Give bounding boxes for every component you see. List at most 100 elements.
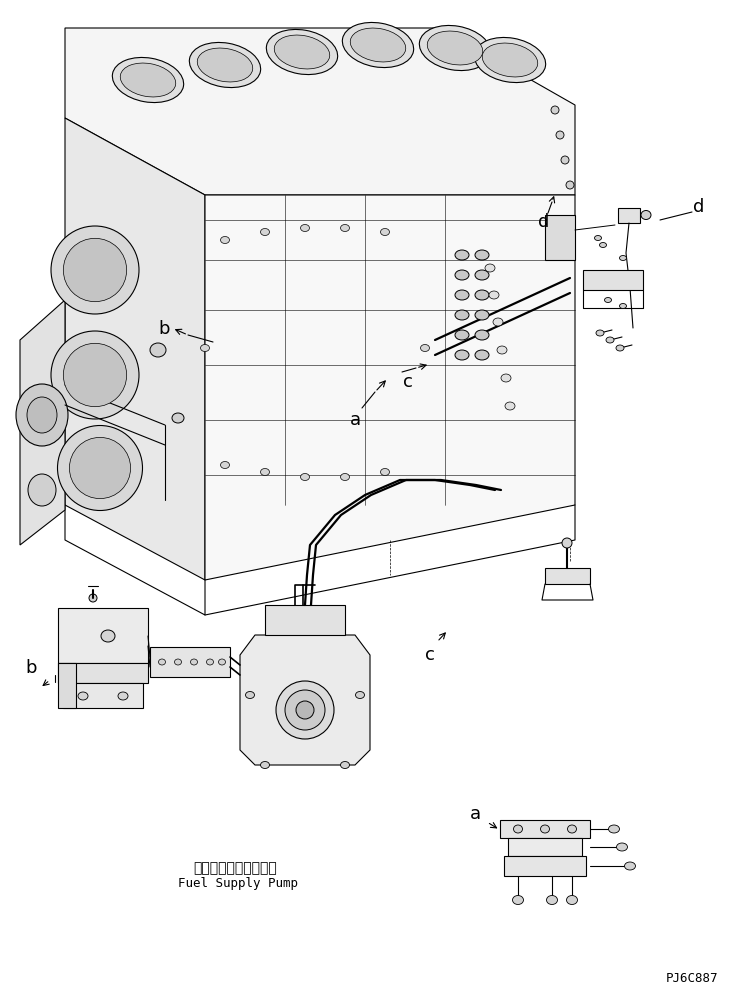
Ellipse shape xyxy=(342,23,413,67)
Ellipse shape xyxy=(260,228,269,235)
Ellipse shape xyxy=(455,250,469,260)
Ellipse shape xyxy=(501,374,511,382)
Ellipse shape xyxy=(350,28,406,62)
Polygon shape xyxy=(240,635,370,765)
Polygon shape xyxy=(545,215,575,260)
Ellipse shape xyxy=(513,895,524,905)
Ellipse shape xyxy=(547,895,557,905)
Ellipse shape xyxy=(285,690,325,730)
Ellipse shape xyxy=(421,344,430,351)
Ellipse shape xyxy=(419,26,490,70)
Ellipse shape xyxy=(568,825,577,833)
Text: c: c xyxy=(403,373,413,391)
Text: b: b xyxy=(158,320,169,338)
Polygon shape xyxy=(65,118,205,580)
Ellipse shape xyxy=(174,659,182,665)
Polygon shape xyxy=(583,270,643,290)
Ellipse shape xyxy=(641,211,651,220)
Ellipse shape xyxy=(475,250,489,260)
Ellipse shape xyxy=(266,30,338,74)
Text: c: c xyxy=(425,646,435,664)
Polygon shape xyxy=(205,195,575,580)
Polygon shape xyxy=(504,856,586,876)
Ellipse shape xyxy=(562,538,572,548)
Ellipse shape xyxy=(218,659,226,665)
Ellipse shape xyxy=(27,397,57,433)
Polygon shape xyxy=(65,28,575,195)
Ellipse shape xyxy=(341,474,349,481)
Ellipse shape xyxy=(301,474,309,481)
Polygon shape xyxy=(58,663,148,683)
Ellipse shape xyxy=(51,331,139,419)
Ellipse shape xyxy=(489,291,499,299)
Ellipse shape xyxy=(596,330,604,336)
Ellipse shape xyxy=(159,659,165,665)
Ellipse shape xyxy=(172,413,184,423)
Ellipse shape xyxy=(381,228,390,235)
Text: Fuel Supply Pump: Fuel Supply Pump xyxy=(178,877,298,890)
Polygon shape xyxy=(20,300,65,545)
Text: d: d xyxy=(538,213,549,231)
Ellipse shape xyxy=(493,318,503,326)
Ellipse shape xyxy=(150,343,166,357)
Polygon shape xyxy=(545,568,590,584)
Text: a: a xyxy=(470,805,481,823)
Ellipse shape xyxy=(200,344,209,351)
Ellipse shape xyxy=(246,691,255,698)
Ellipse shape xyxy=(120,63,176,97)
Ellipse shape xyxy=(220,462,229,469)
Ellipse shape xyxy=(482,44,538,77)
Ellipse shape xyxy=(220,236,229,243)
Ellipse shape xyxy=(381,469,390,476)
Ellipse shape xyxy=(475,290,489,300)
Ellipse shape xyxy=(617,843,628,851)
Ellipse shape xyxy=(605,298,611,303)
Ellipse shape xyxy=(475,350,489,360)
Ellipse shape xyxy=(455,350,469,360)
Ellipse shape xyxy=(566,895,577,905)
Ellipse shape xyxy=(551,106,559,114)
Polygon shape xyxy=(150,647,230,677)
Ellipse shape xyxy=(260,762,269,768)
Ellipse shape xyxy=(355,691,364,698)
Polygon shape xyxy=(58,608,148,663)
Ellipse shape xyxy=(594,235,602,240)
Ellipse shape xyxy=(556,131,564,139)
Ellipse shape xyxy=(51,226,139,314)
Ellipse shape xyxy=(455,290,469,300)
Ellipse shape xyxy=(608,825,620,833)
Ellipse shape xyxy=(505,402,515,410)
Ellipse shape xyxy=(620,255,626,260)
Ellipse shape xyxy=(606,337,614,343)
Ellipse shape xyxy=(625,862,635,870)
Ellipse shape xyxy=(474,38,545,82)
Ellipse shape xyxy=(301,225,309,231)
Ellipse shape xyxy=(497,346,507,354)
Polygon shape xyxy=(63,683,143,708)
Ellipse shape xyxy=(341,225,349,231)
Ellipse shape xyxy=(475,310,489,320)
Ellipse shape xyxy=(101,630,115,642)
Polygon shape xyxy=(508,838,582,856)
Ellipse shape xyxy=(260,469,269,476)
Ellipse shape xyxy=(455,330,469,340)
Ellipse shape xyxy=(57,425,142,510)
Polygon shape xyxy=(500,820,590,838)
Ellipse shape xyxy=(427,31,483,65)
Ellipse shape xyxy=(63,238,127,302)
Ellipse shape xyxy=(455,310,469,320)
Ellipse shape xyxy=(513,825,522,833)
Ellipse shape xyxy=(16,384,68,446)
Ellipse shape xyxy=(112,57,184,103)
Ellipse shape xyxy=(616,345,624,351)
Ellipse shape xyxy=(475,270,489,280)
Text: PJ6C887: PJ6C887 xyxy=(666,971,718,984)
Ellipse shape xyxy=(341,762,349,768)
Ellipse shape xyxy=(276,681,334,739)
Ellipse shape xyxy=(206,659,214,665)
Ellipse shape xyxy=(485,264,495,272)
Polygon shape xyxy=(618,208,640,223)
Ellipse shape xyxy=(197,48,253,82)
Polygon shape xyxy=(58,663,76,708)
Ellipse shape xyxy=(70,437,131,498)
